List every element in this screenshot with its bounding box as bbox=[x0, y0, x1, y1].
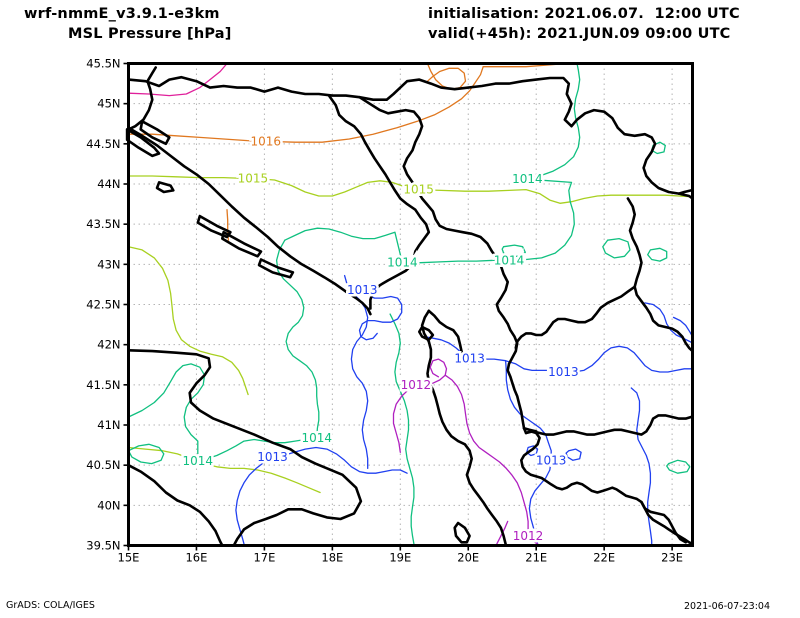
contour-label-halo: 1014 bbox=[301, 431, 332, 445]
contour-label-halo: 1014 bbox=[183, 454, 214, 468]
model-name-label: wrf-nmmE_v3.9.1-e3km bbox=[24, 6, 220, 22]
contour-value-label: 1013 bbox=[548, 365, 579, 379]
header: wrf-nmmE_v3.9.1-e3km MSL Pressure [hPa] … bbox=[0, 0, 800, 52]
initialisation-time-label: initialisation: 2021.06.07. 12:00 UTC bbox=[428, 6, 740, 22]
render-timestamp-label: 2021-06-07-23:04 bbox=[684, 601, 771, 612]
y-axis-tick-label: 42.5N bbox=[86, 298, 120, 312]
grads-credit-label: GrADS: COLA/IGES bbox=[6, 600, 95, 611]
contour-label-halo: 1012 bbox=[513, 529, 544, 543]
x-axis-tick-label: 23E bbox=[661, 551, 683, 565]
x-axis-tick-label: 15E bbox=[118, 551, 140, 565]
y-axis-tick-label: 41N bbox=[97, 418, 120, 432]
y-axis-tick-label: 44N bbox=[97, 177, 120, 191]
contour-value-label: 1013 bbox=[536, 453, 567, 467]
contour-label-halo: 1013 bbox=[347, 283, 378, 297]
contour-value-label: 1015 bbox=[238, 171, 269, 185]
contour-label-halo: 1013 bbox=[548, 365, 579, 379]
y-axis-tick-label: 43.5N bbox=[86, 217, 120, 231]
contour-value-label: 1014 bbox=[512, 172, 543, 186]
contour-label-halo: 1015 bbox=[403, 183, 434, 197]
x-axis-tick-label: 18E bbox=[321, 551, 343, 565]
contour-label-halo: 1012 bbox=[401, 378, 432, 392]
x-axis-tick-label: 16E bbox=[185, 551, 207, 565]
contour-value-label: 1016 bbox=[250, 134, 281, 148]
y-axis-tick-label: 39.5N bbox=[86, 539, 120, 553]
contour-value-label: 1014 bbox=[183, 454, 214, 468]
y-axis-tick-label: 45N bbox=[97, 97, 120, 111]
x-axis-tick-label: 19E bbox=[389, 551, 411, 565]
contour-label-halo: 1014 bbox=[512, 172, 543, 186]
field-name-label: MSL Pressure [hPa] bbox=[68, 26, 232, 42]
contour-value-labels: 1016101610151015101510151014101410141014… bbox=[180, 132, 581, 545]
valid-time-label: valid(+45h): 2021.JUN.09 09:00 UTC bbox=[428, 26, 731, 42]
contour-value-label: 1012 bbox=[513, 529, 544, 543]
y-axis-tick-label: 43N bbox=[97, 257, 120, 271]
contour-label-halo: 1013 bbox=[257, 450, 288, 464]
contour-label-halo: 1014 bbox=[387, 256, 418, 270]
contour-value-label: 1014 bbox=[387, 256, 418, 270]
contour-value-label: 1014 bbox=[301, 431, 332, 445]
contour-label-halo: 1013 bbox=[454, 351, 485, 365]
x-axis-tick-label: 20E bbox=[457, 551, 479, 565]
contour-value-label: 1013 bbox=[454, 351, 485, 365]
contour-value-label: 1013 bbox=[257, 450, 288, 464]
coastlines-and-borders bbox=[125, 66, 694, 547]
x-axis-tick-label: 21E bbox=[525, 551, 547, 565]
y-axis-tick-label: 44.5N bbox=[86, 137, 120, 151]
contour-label-halo: 1013 bbox=[536, 453, 567, 467]
contour-label-halo: 1014 bbox=[494, 253, 525, 267]
contour-value-label: 1015 bbox=[403, 183, 434, 197]
axis-tick-labels: 15E 16E 17E 18E 19E 20E 21E 22E 23E 39.5N 40N 40.5N… bbox=[86, 57, 683, 565]
contour-value-label: 1013 bbox=[347, 283, 378, 297]
contour-value-label: 1014 bbox=[494, 253, 525, 267]
contour-label-halo: 1016 bbox=[250, 134, 281, 148]
y-axis-tick-label: 45.5N bbox=[86, 57, 120, 71]
contour-label-halo: 1015 bbox=[238, 171, 269, 185]
y-axis-tick-label: 40.5N bbox=[86, 458, 120, 472]
contour-value-label: 1012 bbox=[401, 378, 432, 392]
x-axis-tick-label: 22E bbox=[593, 551, 615, 565]
y-axis-tick-label: 42N bbox=[97, 338, 120, 352]
axis-ticks bbox=[123, 62, 673, 551]
x-axis-tick-label: 17E bbox=[253, 551, 275, 565]
y-axis-tick-label: 41.5N bbox=[86, 378, 120, 392]
y-axis-tick-label: 40N bbox=[97, 498, 120, 512]
pressure-contours bbox=[127, 62, 694, 545]
